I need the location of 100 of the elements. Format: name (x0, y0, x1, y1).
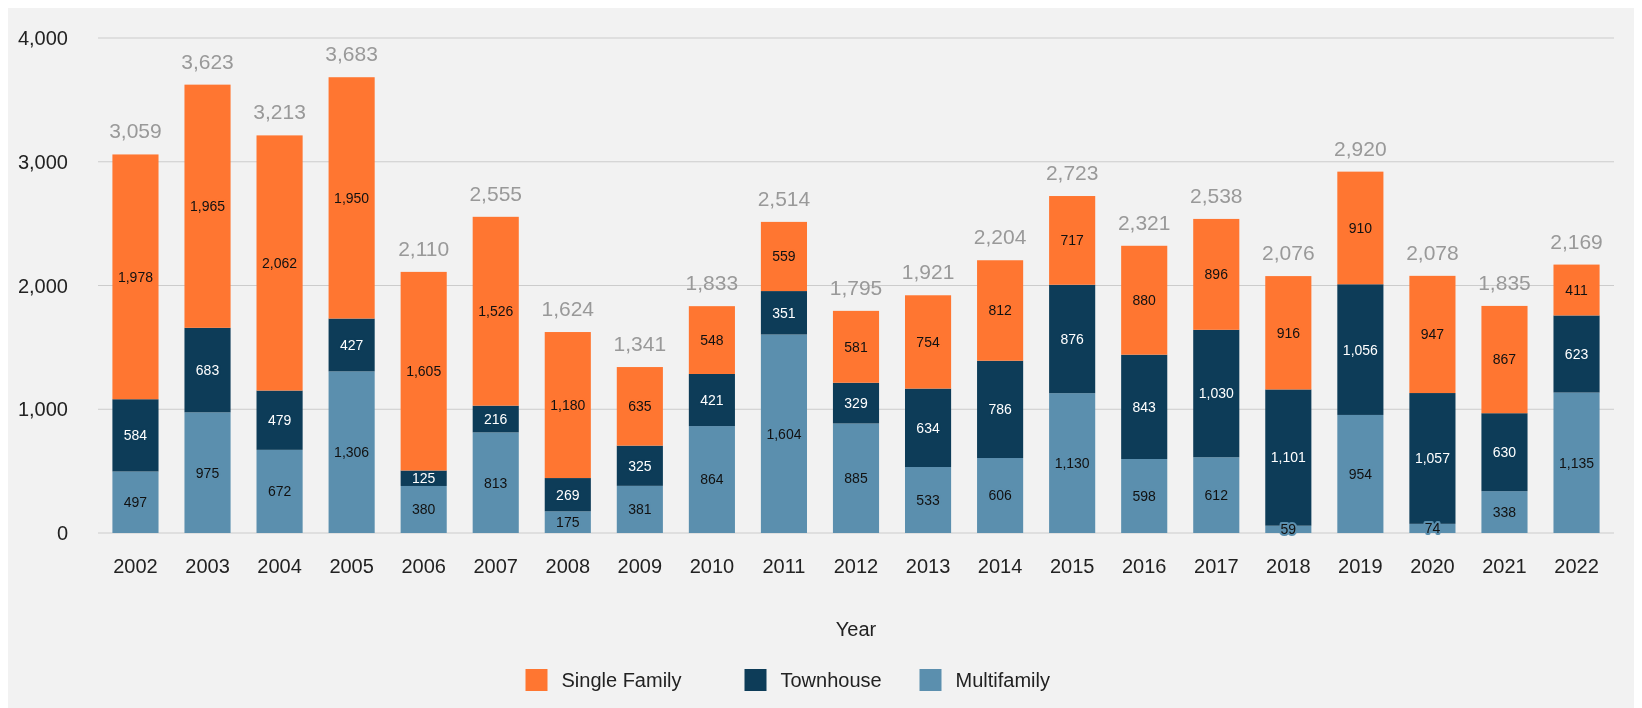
data-label: 497 (123, 494, 148, 511)
bar (1193, 218, 1240, 330)
data-label: 612 (1204, 487, 1229, 504)
total-label: 3,059 (109, 119, 162, 143)
total-label: 1,624 (541, 297, 595, 321)
bar (688, 426, 735, 533)
data-label: 1,180 (550, 396, 586, 413)
data-label: 813 (484, 474, 508, 491)
data-label: 630 (1492, 444, 1517, 461)
bar (1481, 305, 1528, 414)
bar (1049, 196, 1096, 285)
total-label: 1,835 (1478, 270, 1531, 294)
bar (184, 412, 231, 533)
x-tick-label: 2004 (257, 555, 302, 577)
x-tick-label: 2008 (545, 555, 591, 577)
x-tick-label: 2015 (1049, 555, 1095, 577)
bar (1121, 354, 1168, 459)
data-label: 380 (412, 501, 436, 518)
data-label: 867 (1492, 351, 1517, 368)
total-label: 2,723 (1045, 161, 1099, 185)
data-label: 947 (1420, 326, 1445, 343)
data-label: 598 (1132, 487, 1157, 504)
data-label: 916 (1276, 324, 1301, 341)
data-label: 74 (1424, 520, 1441, 537)
data-label: 885 (844, 470, 868, 487)
total-label: 2,555 (469, 181, 523, 205)
data-label: 533 (916, 491, 940, 508)
x-tick-label: 2014 (977, 555, 1023, 577)
bar (1553, 392, 1600, 533)
x-tick-label: 2007 (473, 555, 518, 577)
data-label: 325 (628, 457, 652, 474)
x-tick-label: 2002 (113, 555, 158, 577)
data-label: 581 (844, 338, 868, 355)
data-label: 1,030 (1198, 385, 1234, 402)
bar (1121, 245, 1168, 355)
data-label: 975 (195, 464, 220, 481)
total-label: 3,213 (253, 100, 306, 124)
data-label: 175 (556, 514, 580, 531)
data-label: 1,978 (117, 268, 154, 285)
data-label: 672 (267, 483, 292, 500)
total-label: 3,683 (325, 42, 378, 66)
bar (832, 423, 880, 533)
x-tick-label: 2012 (833, 555, 879, 577)
bar (1049, 284, 1096, 394)
y-tick-label: 0 (56, 522, 68, 544)
bar (905, 295, 952, 389)
data-label: 1,604 (766, 425, 802, 442)
data-label: 754 (916, 333, 940, 350)
data-label: 812 (988, 302, 1012, 319)
total-label: 2,076 (1262, 241, 1315, 265)
bar (1193, 329, 1240, 458)
bar (1481, 413, 1528, 492)
total-label: 1,833 (685, 271, 739, 295)
bar (112, 471, 159, 533)
x-tick-label: 2003 (185, 555, 230, 577)
bar (977, 360, 1024, 459)
data-label: 1,135 (1559, 454, 1595, 471)
data-label: 338 (1492, 503, 1517, 520)
data-label: 381 (628, 501, 652, 518)
x-tick-label: 2020 (1410, 555, 1455, 577)
x-tick-label: 2010 (689, 555, 735, 577)
bar (256, 449, 303, 533)
y-tick-label: 1,000 (17, 398, 68, 421)
x-tick-label: 2022 (1554, 555, 1599, 577)
total-label: 1,341 (613, 332, 667, 356)
total-label: 2,321 (1117, 210, 1171, 234)
data-label: 351 (772, 304, 796, 321)
data-label: 1,056 (1342, 341, 1379, 358)
bar (1193, 457, 1240, 533)
data-label: 843 (1132, 398, 1157, 415)
y-tick-label: 2,000 (17, 274, 68, 297)
bar (1337, 414, 1384, 533)
x-axis-title: Year (835, 618, 877, 640)
data-label: 717 (1060, 232, 1085, 249)
x-tick-label: 2005 (329, 555, 374, 577)
data-label: 427 (339, 336, 364, 353)
bar (977, 260, 1024, 361)
data-label: 896 (1204, 266, 1229, 283)
data-label: 864 (700, 471, 724, 488)
data-label: 548 (700, 331, 724, 348)
bar (1409, 275, 1456, 394)
data-label: 786 (988, 401, 1012, 418)
bar (1337, 171, 1384, 285)
bar (1337, 284, 1384, 415)
data-label: 606 (988, 487, 1012, 504)
legend-label: Single Family (561, 669, 682, 691)
data-label: 880 (1132, 292, 1157, 309)
x-tick-label: 2009 (617, 555, 663, 577)
total-label: 2,514 (757, 186, 811, 210)
bar (328, 371, 375, 533)
data-label: 1,950 (334, 189, 370, 206)
bar (1553, 315, 1600, 393)
total-label: 1,795 (829, 275, 883, 299)
bar (112, 399, 159, 472)
bar (184, 327, 231, 413)
x-tick-label: 2017 (1194, 555, 1239, 577)
bar (112, 154, 159, 400)
x-tick-label: 2019 (1338, 555, 1383, 577)
data-label: 125 (412, 470, 436, 487)
y-tick-label: 3,000 (17, 150, 68, 173)
